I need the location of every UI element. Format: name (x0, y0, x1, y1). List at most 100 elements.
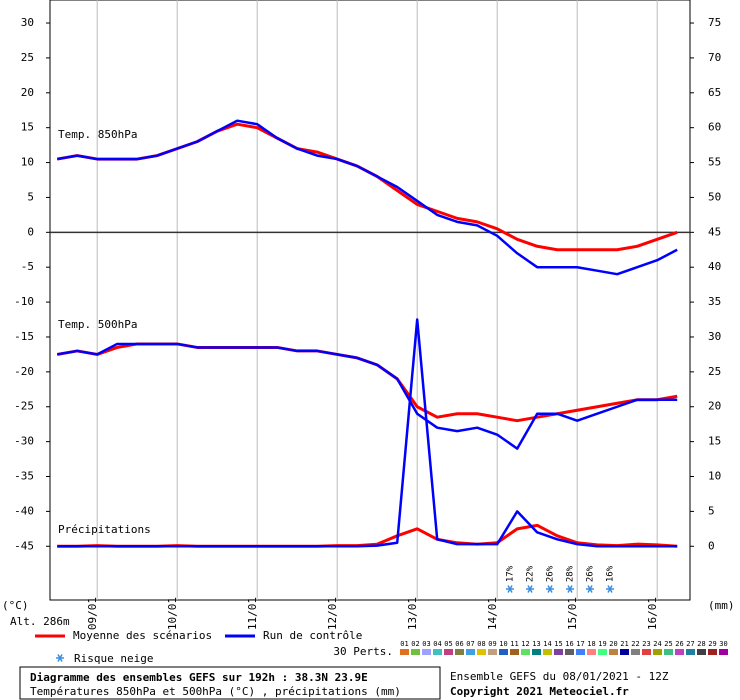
y2-tick-label: 15 (708, 435, 721, 448)
member-name: 17 (576, 640, 584, 648)
member-swatch (598, 649, 607, 655)
member-swatch (477, 649, 486, 655)
snow-risk-label: 17% (506, 565, 516, 582)
member-name: 26 (675, 640, 683, 648)
y-tick-label: 20 (21, 86, 34, 99)
panel-label: Précipitations (58, 523, 151, 536)
member-swatch (543, 649, 552, 655)
x-tick-label: 16/01 (646, 597, 659, 630)
member-swatch (719, 649, 728, 655)
member-name: 12 (521, 640, 529, 648)
member-swatch (466, 649, 475, 655)
y-tick-label: -35 (14, 470, 34, 483)
snow-risk-label: 26% (586, 565, 596, 582)
member-swatch (620, 649, 629, 655)
member-swatch (455, 649, 464, 655)
member-swatch (521, 649, 530, 655)
altitude: Alt. 286m (10, 615, 70, 628)
x-tick-label: 12/01 (326, 597, 339, 630)
x-tick-label: 15/01 (566, 597, 579, 630)
member-swatch (565, 649, 574, 655)
y2-tick-label: 25 (708, 365, 721, 378)
member-name: 11 (510, 640, 518, 648)
member-swatch (686, 649, 695, 655)
snow-risk-label: 28% (566, 565, 576, 582)
member-swatch (499, 649, 508, 655)
y2-tick-label: 70 (708, 51, 721, 64)
member-swatch (664, 649, 673, 655)
y2-axis-label: (mm) (708, 599, 735, 612)
member-name: 28 (697, 640, 705, 648)
y2-tick-label: 50 (708, 190, 721, 203)
legend-label: Moyenne des scénarios (73, 629, 212, 642)
y-tick-label: -25 (14, 400, 34, 413)
member-swatch (422, 649, 431, 655)
member-name: 20 (609, 640, 617, 648)
x-tick-label: 11/01 (246, 597, 259, 630)
x-tick-label: 10/01 (166, 597, 179, 630)
y-tick-label: -20 (14, 365, 34, 378)
member-name: 02 (411, 640, 419, 648)
member-name: 30 (719, 640, 727, 648)
panel-label: Temp. 500hPa (58, 318, 137, 331)
member-name: 25 (664, 640, 672, 648)
members-label: 30 Perts. (333, 645, 393, 658)
member-name: 14 (543, 640, 551, 648)
member-name: 07 (466, 640, 474, 648)
footer-subtitle: Températures 850hPa et 500hPa (°C) , pré… (30, 685, 401, 698)
y2-tick-label: 0 (708, 539, 715, 552)
member-name: 06 (455, 640, 463, 648)
member-name: 01 (400, 640, 408, 648)
y2-tick-label: 35 (708, 295, 721, 308)
member-swatch (609, 649, 618, 655)
series-line (56, 119, 678, 276)
snow-icon (57, 654, 63, 662)
snow-icon (507, 585, 513, 593)
y-tick-label: -30 (14, 435, 34, 448)
y-tick-label: 0 (27, 225, 34, 238)
member-name: 08 (477, 640, 485, 648)
y-tick-label: -45 (14, 539, 34, 552)
snow-risk-label: 26% (546, 565, 556, 582)
member-name: 16 (565, 640, 573, 648)
y2-tick-label: 75 (708, 16, 721, 29)
member-swatch (400, 649, 409, 655)
footer-title: Diagramme des ensembles GEFS sur 192h : … (30, 671, 368, 684)
y2-tick-label: 5 (708, 504, 715, 517)
member-swatch (576, 649, 585, 655)
snow-icon (567, 585, 573, 593)
y2-tick-label: 30 (708, 330, 721, 343)
series-line (56, 342, 678, 450)
series-line (56, 342, 678, 423)
member-name: 05 (444, 640, 452, 648)
snow-icon (587, 585, 593, 593)
member-name: 18 (587, 640, 595, 648)
y2-tick-label: 60 (708, 121, 721, 134)
y-axis-label: (°C) (2, 599, 29, 612)
snow-icon (547, 585, 553, 593)
member-swatch (488, 649, 497, 655)
y2-tick-label: 55 (708, 156, 721, 169)
member-name: 10 (499, 640, 507, 648)
y-tick-label: -10 (14, 295, 34, 308)
y-tick-label: 25 (21, 51, 34, 64)
member-name: 15 (554, 640, 562, 648)
snow-risk-label: 16% (606, 565, 616, 582)
member-name: 29 (708, 640, 716, 648)
run-info: Ensemble GEFS du 08/01/2021 - 12Z (450, 670, 669, 683)
member-swatch (554, 649, 563, 655)
member-name: 23 (642, 640, 650, 648)
member-name: 09 (488, 640, 496, 648)
plot-frame (49, 0, 691, 601)
x-tick-label: 13/01 (406, 597, 419, 630)
series-line (57, 318, 678, 548)
member-name: 27 (686, 640, 694, 648)
member-swatch (675, 649, 684, 655)
snow-icon (527, 585, 533, 593)
member-name: 04 (433, 640, 441, 648)
member-swatch (631, 649, 640, 655)
member-name: 24 (653, 640, 661, 648)
member-name: 03 (422, 640, 430, 648)
member-swatch (642, 649, 651, 655)
